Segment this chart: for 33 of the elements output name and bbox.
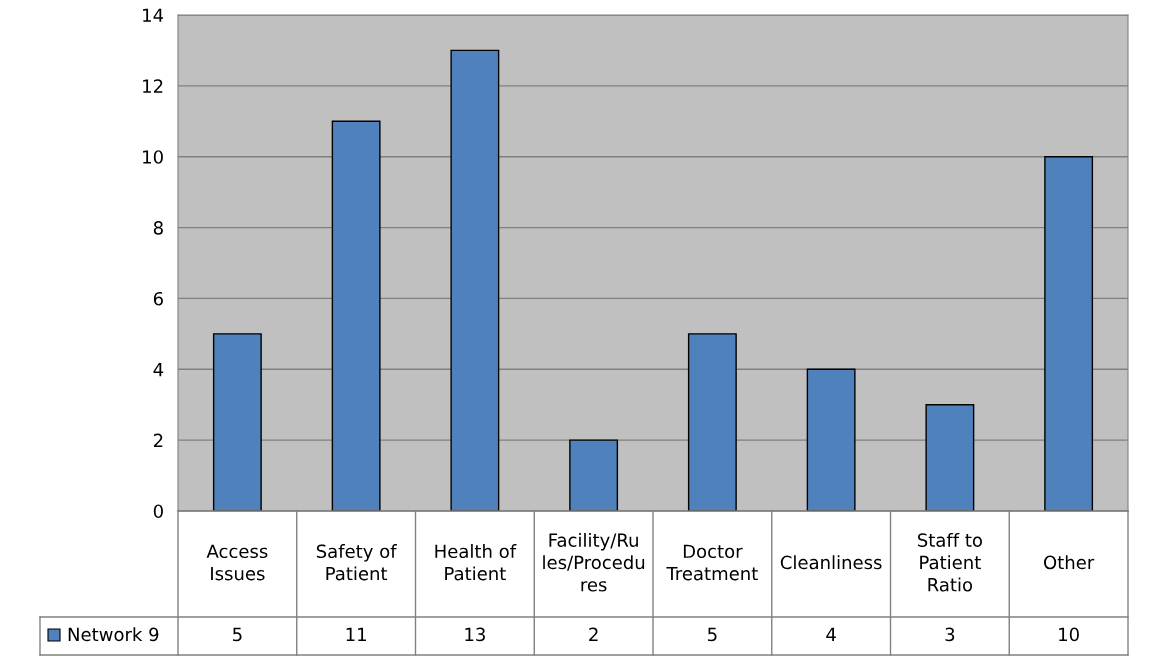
data-label: 2	[589, 627, 598, 641]
y-tick-label: 2	[153, 433, 163, 447]
bar	[687, 333, 737, 511]
bar	[212, 333, 262, 511]
x-tick-label: Other	[1044, 555, 1095, 570]
data-label: 5	[233, 627, 242, 642]
bar	[925, 404, 975, 511]
data-label: 11	[346, 627, 366, 641]
bar	[450, 49, 500, 511]
bar	[569, 439, 619, 511]
y-tick-label: 6	[153, 291, 163, 306]
x-tick-label: Staff to Patient Ratio	[917, 532, 982, 592]
bar	[1044, 156, 1094, 511]
y-tick-label: 8	[153, 221, 163, 235]
x-tick-label: Doctor Treatment	[666, 544, 758, 581]
y-tick-label: 14	[143, 8, 164, 22]
x-tick-label: Cleanliness	[780, 555, 882, 570]
data-label: 5	[708, 627, 717, 642]
y-tick-label: 12	[143, 79, 163, 93]
x-tick-label: Health of Patient	[435, 544, 517, 581]
y-tick-label: 0	[153, 504, 163, 519]
bar	[331, 120, 381, 511]
legend-label: Network 9	[68, 627, 159, 642]
data-label: 4	[826, 627, 836, 641]
data-label: 3	[945, 627, 955, 642]
bar	[806, 368, 856, 511]
x-tick-label: Access Issues	[206, 544, 268, 581]
data-label: 13	[465, 627, 485, 642]
data-label: 10	[1059, 627, 1079, 642]
y-tick-label: 10	[143, 150, 163, 164]
y-tick-label: 4	[153, 362, 164, 377]
x-tick-label: Facility/Rules/Procedures	[543, 532, 645, 592]
x-tick-label: Safety of Patient	[316, 544, 397, 581]
